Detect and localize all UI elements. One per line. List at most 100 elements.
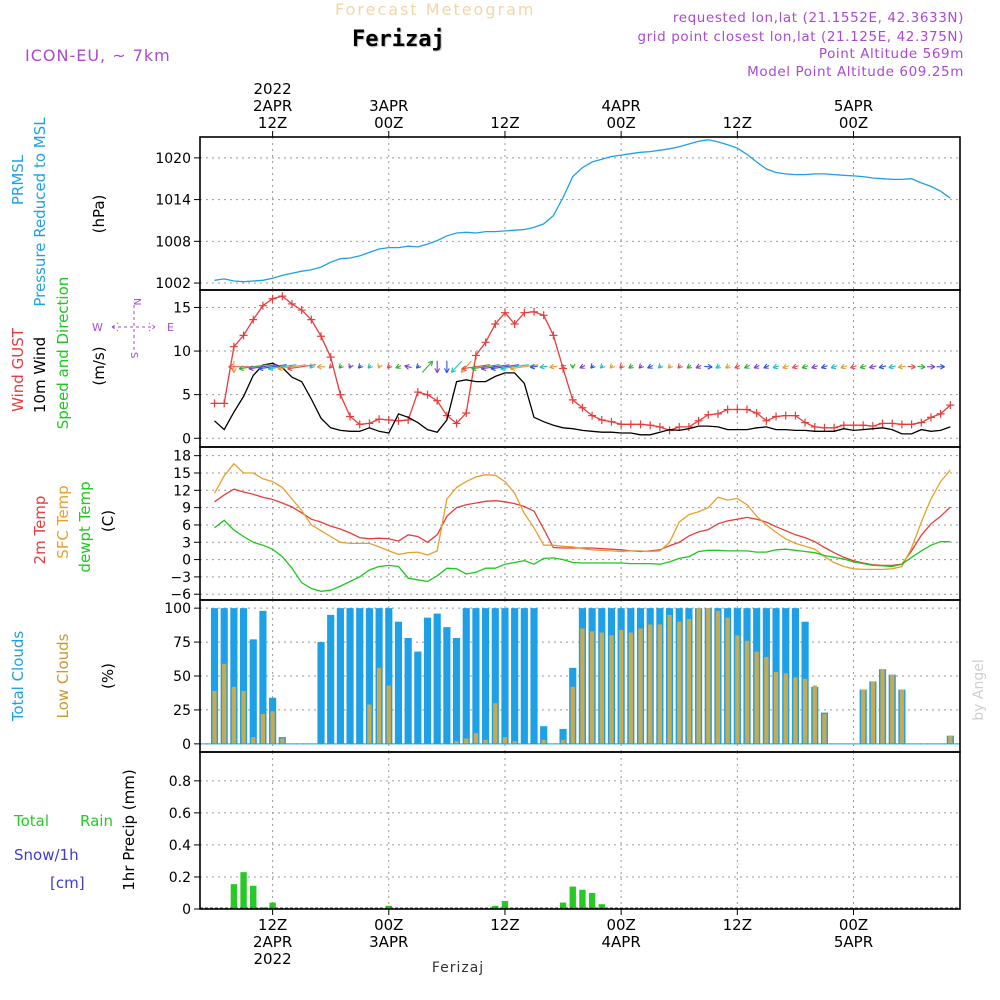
wind-direction-arrow: [268, 364, 297, 370]
low-cloud-bar: [725, 617, 730, 744]
wind-arrow-head: [579, 363, 585, 369]
gust-marker: [849, 421, 858, 430]
low-cloud-bar: [677, 621, 682, 744]
wind-direction-arrow: [481, 364, 510, 370]
y-tick-label: 0: [182, 431, 191, 447]
low-cloud-bar: [483, 739, 488, 744]
wind-direction-arrow: [500, 364, 529, 370]
low-cloud-bar: [899, 689, 905, 744]
panel-precipitation: 0 0.2 0.4 0.6 0.8: [169, 751, 961, 918]
rain-bar: [598, 904, 605, 909]
gust-marker: [520, 308, 529, 317]
gust-marker: [626, 420, 635, 429]
y-tick-label: 1008: [155, 234, 191, 250]
gust-marker: [820, 423, 829, 432]
total-cloud-bar: [423, 617, 432, 744]
wind-arrow-head: [238, 365, 245, 372]
gust-marker: [646, 421, 655, 430]
gust-marker: [297, 306, 306, 315]
rain-bar: [269, 902, 276, 909]
wind-direction-arrow: [549, 365, 558, 368]
label-ms: (m/s): [90, 346, 108, 385]
wind-arrow-head: [471, 365, 477, 372]
label-dewpt-temp: dewpt Temp: [76, 481, 94, 572]
low-cloud-bar: [464, 738, 469, 744]
label-speed-direction: Speed and Direction: [54, 277, 72, 430]
bottom-time-label: 12Z: [490, 916, 519, 934]
y-tick-label: 50: [173, 669, 191, 685]
gust-marker: [539, 311, 548, 320]
low-cloud-bar: [589, 631, 595, 744]
gust-marker: [597, 415, 606, 424]
wind-arrow-head: [939, 363, 945, 370]
low-cloud-bar: [870, 681, 875, 744]
gust-marker: [258, 301, 267, 310]
gust-marker: [326, 353, 335, 362]
wind-arrow-head: [348, 363, 354, 369]
label-prmsl: PRMSL: [9, 154, 27, 205]
low-cloud-bar: [648, 624, 653, 744]
point-altitude: Point Altitude 569m: [818, 46, 964, 62]
wind-arrow-head: [619, 363, 625, 369]
wind-arrow-head: [686, 363, 692, 369]
top-time-label: 00Z: [374, 114, 403, 132]
wind-direction-arrow: [239, 364, 268, 370]
bottom-time-label: 12Z: [258, 916, 287, 934]
wind-direction-arrow: [471, 364, 500, 370]
wind-direction-arrow: [461, 364, 491, 370]
wind-direction-arrow: [878, 365, 887, 369]
bottom-time-label: 4APR: [602, 933, 641, 951]
rain-bar: [579, 889, 586, 909]
bottom-time-label: 00Z: [839, 916, 868, 934]
gust-marker: [801, 418, 810, 427]
gust-marker: [810, 422, 819, 431]
low-cloud-bar: [686, 619, 692, 744]
low-cloud-bar: [715, 610, 721, 744]
top-time-label: 5APR: [834, 97, 873, 115]
wind-arrow-head: [897, 363, 904, 370]
top-time-label: 00Z: [606, 114, 635, 132]
low-cloud-bar: [609, 635, 614, 744]
label-hpa: (hPa): [90, 195, 108, 234]
y-tick-label: 6: [182, 518, 191, 534]
gust-marker: [743, 405, 752, 414]
gust-marker: [220, 399, 229, 408]
rain-bar: [385, 905, 392, 909]
rain-bar: [492, 905, 499, 909]
gust-marker: [636, 420, 645, 429]
requested-coords: requested lon,lat (21.1552E, 42.3633N): [672, 10, 964, 26]
y-tick-label: −3: [170, 570, 191, 586]
low-cloud-bar: [735, 635, 740, 744]
wind-direction-arrow: [704, 365, 713, 368]
y-tick-label: 15: [173, 466, 191, 482]
low-cloud-bar: [502, 737, 508, 744]
wind-direction-arrow: [421, 360, 434, 373]
gust-marker: [452, 419, 461, 428]
y-tick-label: 1002: [155, 276, 191, 292]
wind-arrow-head: [878, 363, 885, 370]
wind-arrow-head: [404, 364, 410, 370]
series-line-1: [214, 362, 951, 436]
low-cloud-bar: [812, 685, 817, 744]
total-cloud-bar: [239, 608, 248, 744]
legend-west: W: [92, 321, 103, 334]
series-line-2: [214, 519, 951, 592]
low-cloud-bar: [948, 735, 953, 744]
wind-arrow-head: [309, 363, 315, 369]
y-tick-label: 0: [182, 553, 191, 569]
gust-marker: [433, 396, 442, 405]
wind-arrow-head: [850, 363, 856, 370]
wind-arrow-head: [490, 365, 496, 372]
gust-marker: [791, 411, 800, 420]
wind-arrow-head: [743, 363, 750, 369]
total-cloud-bar: [559, 728, 567, 744]
wind-arrow-head: [734, 363, 740, 369]
gust-marker: [617, 420, 626, 429]
rain-bar: [559, 902, 567, 909]
wind-arrow-head: [930, 363, 936, 370]
wind-arrow-head: [549, 363, 555, 370]
gust-marker: [239, 331, 248, 340]
low-cloud-bar: [473, 733, 479, 744]
wind-arrow-head: [638, 363, 645, 369]
